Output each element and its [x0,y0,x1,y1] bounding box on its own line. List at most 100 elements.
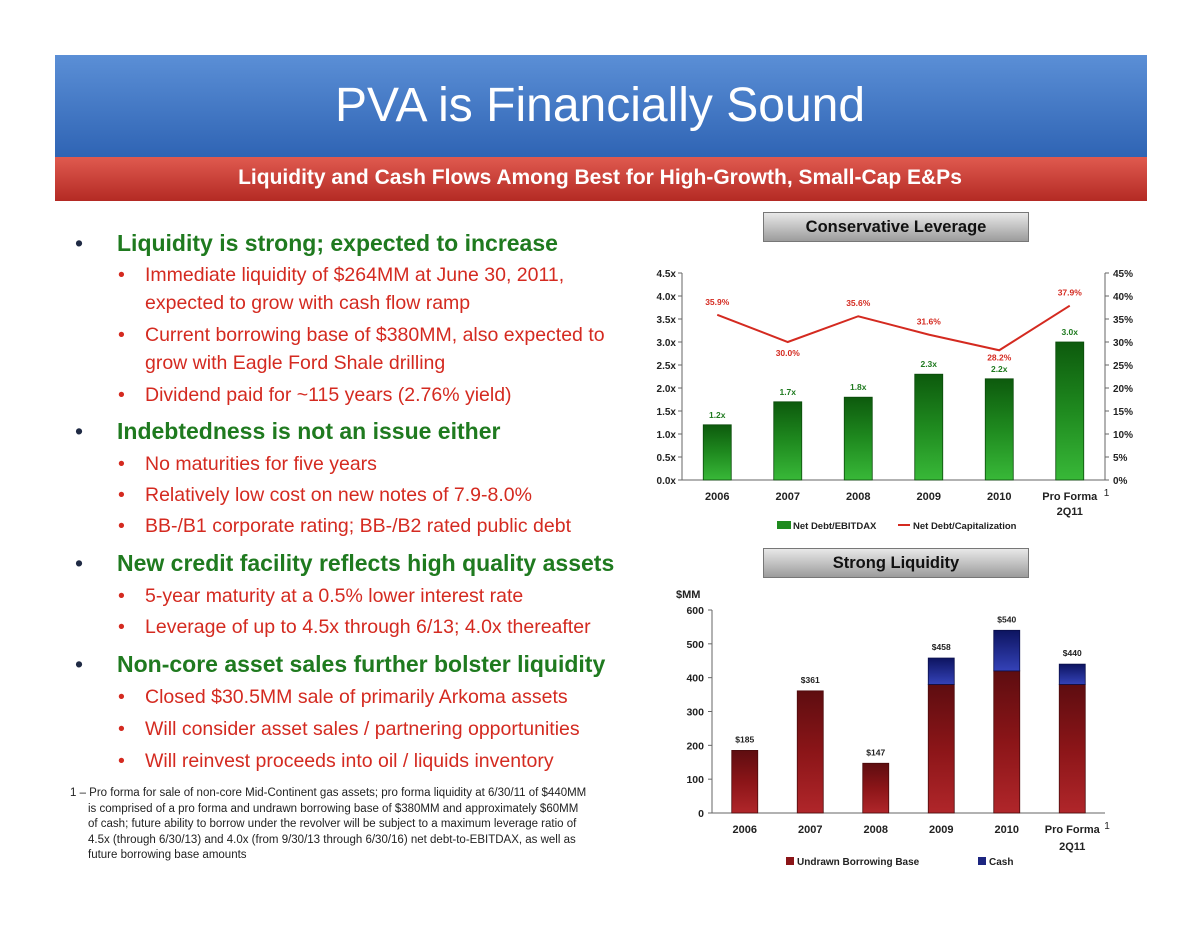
bullet-marker: • [118,515,125,537]
right-tick-label: 15% [1113,407,1133,418]
y-tick-label: 100 [686,774,704,786]
bullet-marker: • [118,585,125,607]
borrowing-base-bar [796,690,824,814]
legend-label: Cash [989,857,1013,868]
footnote-line: future borrowing base amounts [88,849,247,861]
right-tick-label: 40% [1113,292,1133,303]
bullet-heading-text: Liquidity is strong; expected to increas… [117,230,558,256]
sub-bullet-text: BB-/B1 corporate rating; BB-/B2 rated pu… [145,515,571,537]
x-tick-label: 2010 [995,824,1019,836]
bullet-heading: • New credit facility reflects high quali… [75,550,614,577]
cash-bar [927,657,955,685]
bar-value-label: 3.0x [1061,327,1078,337]
x-tick-label: 2007 [798,824,822,836]
right-tick-label: 0% [1113,476,1128,487]
sub-bullet-text: Closed $30.5MM sale of primarily Arkoma … [145,686,568,708]
bar-value-label: 1.2x [709,410,726,420]
line-value-label: 31.6% [917,317,942,327]
x-tick-label: 2009 [917,491,941,503]
left-tick-label: 3.0x [657,338,677,349]
right-tick-label: 25% [1113,361,1133,372]
line-value-label: 37.9% [1058,288,1083,298]
line-value-label: 35.9% [705,297,730,307]
title-bar [55,55,1147,157]
sub-bullet: • Will reinvest proceeds into oil / liqui… [118,750,554,773]
x-tick-label: 2006 [705,491,729,503]
x-tick-label: 2010 [987,491,1011,503]
y-tick-label: 400 [686,673,704,685]
sub-bullet: • Leverage of up to 4.5x through 6/13; 4.… [118,616,591,639]
leverage-bar [702,424,732,481]
x-tick-label: 2006 [733,824,757,836]
bar-value-label: 2.3x [920,359,937,369]
total-value-label: $440 [1063,648,1082,658]
right-tick-label: 45% [1113,269,1133,280]
bar-value-label: 1.7x [779,387,796,397]
legend-label: Net Debt/EBITDAX [793,521,877,532]
sub-bullet-continuation: grow with Eagle Ford Shale drilling [145,352,446,374]
bullet-marker: • [75,651,84,677]
leverage-chart-title: Conservative Leverage [763,212,1029,242]
leverage-bar [843,396,873,481]
footnote: 1 – Pro forma for sale of non-core Mid-C… [70,786,650,864]
left-tick-label: 1.5x [657,407,677,418]
legend-label: Undrawn Borrowing Base [797,857,920,868]
x-tick-label: 2008 [864,824,888,836]
bullet-marker: • [75,550,84,576]
sub-bullet: • Relatively low cost on new notes of 7.9… [118,484,532,507]
right-tick-label: 5% [1113,453,1128,464]
y-tick-label: 0 [698,808,704,820]
sub-bullet-continuation: expected to grow with cash flow ramp [145,292,471,314]
page-subtitle: Liquidity and Cash Flows Among Best for … [238,166,962,189]
sub-bullet: • Will consider asset sales / partnering … [118,718,580,741]
bullet-marker: • [118,384,125,406]
page-title: PVA is Financially Sound [334,79,866,132]
legend-swatch-borrowing [786,857,794,865]
left-tick-label: 2.5x [657,361,677,372]
cash-bar [993,629,1021,672]
liquidity-chart: $MM 0 100 200 300 400 500 600 $185 $361 $147 $458 $5… [676,589,1110,868]
legend-label: Net Debt/Capitalization [913,521,1017,532]
bullet-marker: • [118,686,125,708]
category-marker: 1 [1104,821,1110,832]
left-tick-label: 4.0x [657,292,677,303]
leverage-bar [773,401,803,481]
x-tick-label: 2008 [846,491,870,503]
capitalization-line [716,304,1071,352]
sub-bullet-text: Will reinvest proceeds into oil / liquid… [145,750,554,772]
line-value-label: 35.6% [846,298,871,308]
bullet-marker: • [75,418,84,444]
bullet-marker: • [118,453,125,475]
right-tick-label: 30% [1113,338,1133,349]
bullet-marker: • [118,616,125,638]
borrowing-base-bar [731,750,759,814]
borrowing-base-bar [862,762,890,814]
x-tick-label: Pro Forma [1045,824,1101,836]
bullet-heading-text: Indebtedness is not an issue either [117,418,501,444]
y-tick-label: 600 [686,605,704,617]
bullet-heading: • Indebtedness is not an issue either [75,418,500,445]
cash-bar [1058,663,1086,685]
sub-bullet: • Immediate liquidity of $264MM at June 3… [118,264,564,287]
y-axis-label: $MM [676,589,700,601]
bar-value-label: 2.2x [991,364,1008,374]
category-marker: 1 [1104,488,1110,499]
legend-swatch-cash [978,857,986,865]
total-value-label: $361 [801,675,820,685]
sub-bullet-text: No maturities for five years [145,453,377,475]
x-tick-label: 2Q11 [1059,841,1085,853]
bullet-heading: • Non-core asset sales further bolster li… [75,651,605,678]
left-tick-label: 2.0x [657,384,677,395]
sub-bullet: • Current borrowing base of $380MM, also … [118,324,605,347]
bullet-heading-text: Non-core asset sales further bolster liq… [117,651,606,677]
x-tick-label: 2007 [776,491,800,503]
bullet-marker: • [118,718,125,740]
bullet-heading-text: New credit facility reflects high qualit… [117,550,615,576]
sub-bullet: • No maturities for five years [118,453,377,476]
left-tick-label: 0.0x [657,476,677,487]
sub-bullet-text: Leverage of up to 4.5x through 6/13; 4.0… [145,616,591,638]
x-tick-label: 2Q11 [1057,506,1083,518]
leverage-bar [1055,341,1085,481]
bullet-marker: • [118,264,125,286]
line-value-label: 28.2% [987,352,1012,362]
